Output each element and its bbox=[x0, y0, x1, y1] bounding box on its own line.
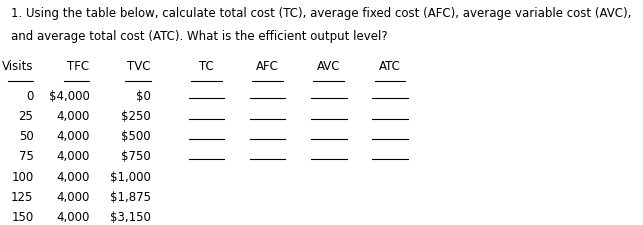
Text: TFC: TFC bbox=[68, 60, 89, 73]
Text: 4,000: 4,000 bbox=[56, 211, 89, 224]
Text: $500: $500 bbox=[121, 130, 150, 143]
Text: AVC: AVC bbox=[317, 60, 341, 73]
Text: 4,000: 4,000 bbox=[56, 150, 89, 163]
Text: $4,000: $4,000 bbox=[49, 90, 89, 103]
Text: Visits: Visits bbox=[2, 60, 33, 73]
Text: $750: $750 bbox=[121, 150, 150, 163]
Text: and average total cost (ATC). What is the efficient output level?: and average total cost (ATC). What is th… bbox=[10, 30, 387, 43]
Text: 1. Using the table below, calculate total cost (TC), average fixed cost (AFC), a: 1. Using the table below, calculate tota… bbox=[10, 7, 631, 20]
Text: AFC: AFC bbox=[256, 60, 279, 73]
Text: 25: 25 bbox=[19, 110, 33, 123]
Text: 50: 50 bbox=[19, 130, 33, 143]
Text: $1,875: $1,875 bbox=[109, 191, 150, 204]
Text: 125: 125 bbox=[11, 191, 33, 204]
Text: 4,000: 4,000 bbox=[56, 171, 89, 184]
Text: 150: 150 bbox=[11, 211, 33, 224]
Text: 4,000: 4,000 bbox=[56, 110, 89, 123]
Text: TVC: TVC bbox=[127, 60, 150, 73]
Text: $250: $250 bbox=[121, 110, 150, 123]
Text: 4,000: 4,000 bbox=[56, 130, 89, 143]
Text: $0: $0 bbox=[136, 90, 150, 103]
Text: 0: 0 bbox=[26, 90, 33, 103]
Text: 4,000: 4,000 bbox=[56, 191, 89, 204]
Text: ATC: ATC bbox=[379, 60, 401, 73]
Text: $3,150: $3,150 bbox=[110, 211, 150, 224]
Text: $1,000: $1,000 bbox=[110, 171, 150, 184]
Text: 75: 75 bbox=[19, 150, 33, 163]
Text: TC: TC bbox=[199, 60, 214, 73]
Text: 100: 100 bbox=[11, 171, 33, 184]
